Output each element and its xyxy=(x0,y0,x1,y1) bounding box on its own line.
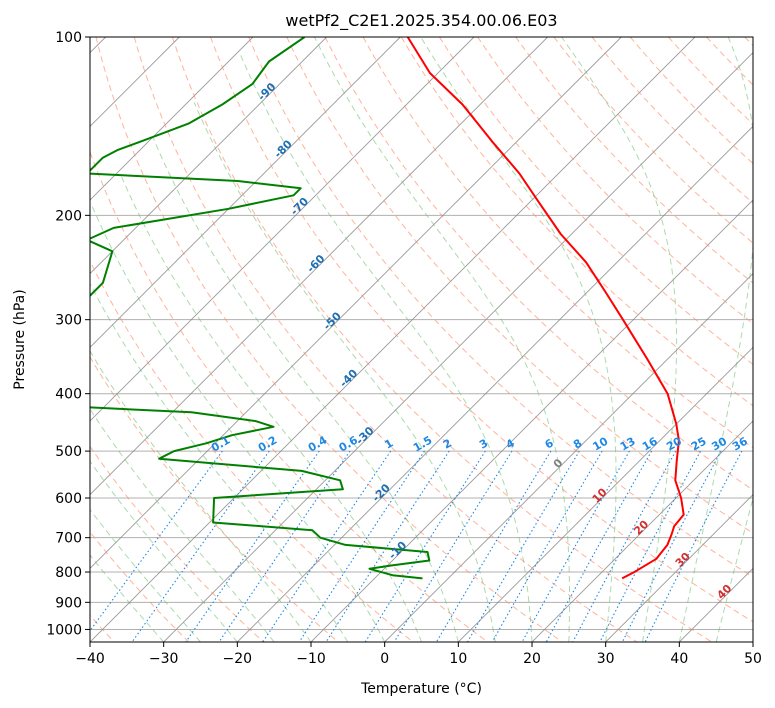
mixing-ratio-line xyxy=(491,450,603,642)
y-tick-label: 800 xyxy=(55,565,82,581)
moist-adiabat xyxy=(90,203,386,642)
y-tick-label: 1000 xyxy=(46,622,82,638)
isotherm xyxy=(90,37,548,496)
y-tick-label: 100 xyxy=(55,30,82,46)
mixing-ratio-line xyxy=(218,450,351,642)
moist-adiabat xyxy=(90,508,201,642)
moist-adiabat xyxy=(715,496,753,642)
y-tick-label: 200 xyxy=(55,208,82,224)
dry-adiabat xyxy=(362,37,753,449)
mixing-ratio-line xyxy=(621,450,722,642)
dry-adiabat xyxy=(133,37,638,642)
y-tick-label: 600 xyxy=(55,491,82,507)
x-tick-label: −40 xyxy=(75,651,105,667)
isotherm xyxy=(237,125,753,642)
dry-adiabat xyxy=(90,259,414,642)
x-tick-label: −20 xyxy=(223,651,253,667)
moist-adiabat xyxy=(193,102,496,642)
dry-adiabat xyxy=(438,37,753,365)
dewpoint-line xyxy=(90,37,431,580)
mixing-ratio-line xyxy=(572,450,677,642)
mixing-ratio-line xyxy=(599,450,701,642)
x-tick-label: 50 xyxy=(744,651,762,667)
isotherm xyxy=(90,37,475,422)
sounding-series xyxy=(90,37,685,580)
dry-adiabat xyxy=(286,37,753,534)
moist-adiabat xyxy=(561,37,678,642)
mixing-ratio-line xyxy=(364,450,486,642)
x-tick-label: −30 xyxy=(149,651,179,667)
isotherm xyxy=(752,641,753,642)
x-tick-label: 40 xyxy=(670,651,688,667)
dry-adiabat xyxy=(400,37,753,407)
moist-adiabat xyxy=(90,349,312,642)
y-tick-label: 300 xyxy=(55,313,82,329)
x-tick-label: −10 xyxy=(296,651,326,667)
y-axis-title: Pressure (hPa) xyxy=(12,289,28,389)
chart-title: wetPf2_C2E1.2025.354.00.06.E03 xyxy=(285,11,557,31)
moist-adiabat xyxy=(119,172,422,642)
x-axis-title: Temperature (°C) xyxy=(360,681,482,697)
temperature-line xyxy=(406,37,685,580)
moist-adiabat xyxy=(420,37,617,642)
moist-adiabat xyxy=(152,137,459,642)
x-tick-label: 10 xyxy=(449,651,467,667)
isotherm xyxy=(605,494,753,642)
mixing-ratio-line xyxy=(185,450,320,642)
dry-adiabat xyxy=(324,37,753,491)
x-tick-label: 0 xyxy=(380,651,389,667)
isotherm xyxy=(90,37,696,642)
mixing-ratio-line xyxy=(545,450,653,642)
isotherm xyxy=(458,346,753,642)
dry-adiabat xyxy=(553,37,753,244)
plot-background xyxy=(90,37,753,642)
x-tick-label: 30 xyxy=(597,651,615,667)
mixing-ratio-line xyxy=(131,450,270,642)
axes: −40 −30 −20 −10 0 10 20 30 40 50 100 200 300 400 500 60… xyxy=(46,30,762,667)
dry-adiabat xyxy=(210,37,753,623)
dry-adiabat xyxy=(90,355,339,642)
x-tick-label: 20 xyxy=(523,651,541,667)
moist-adiabat xyxy=(90,282,349,642)
mixing-ratio-line xyxy=(521,450,630,642)
y-tick-label: 500 xyxy=(55,444,82,460)
isotherm xyxy=(163,52,753,642)
moist-adiabat xyxy=(678,37,753,642)
background-lines xyxy=(90,37,753,642)
y-tick-label: 400 xyxy=(55,387,82,403)
dry-adiabat xyxy=(248,37,753,578)
dry-adiabat xyxy=(171,37,712,642)
isotherm xyxy=(90,37,622,569)
dry-adiabat xyxy=(95,37,563,642)
mixing-ratio-line xyxy=(393,450,513,642)
plot-frame xyxy=(89,36,754,643)
moist-adiabat xyxy=(90,460,238,642)
isotherm xyxy=(90,37,327,275)
isotherm xyxy=(531,420,753,642)
isotherm xyxy=(384,273,753,642)
dry-adiabat xyxy=(90,445,264,642)
isotherm xyxy=(90,37,401,348)
moist-adiabat xyxy=(314,37,571,642)
mixing-ratio-line xyxy=(435,450,552,642)
dry-adiabat xyxy=(591,37,753,204)
y-tick-label: 700 xyxy=(55,531,82,547)
mixing-ratio-line xyxy=(467,450,580,642)
y-tick-label: 900 xyxy=(55,595,82,611)
